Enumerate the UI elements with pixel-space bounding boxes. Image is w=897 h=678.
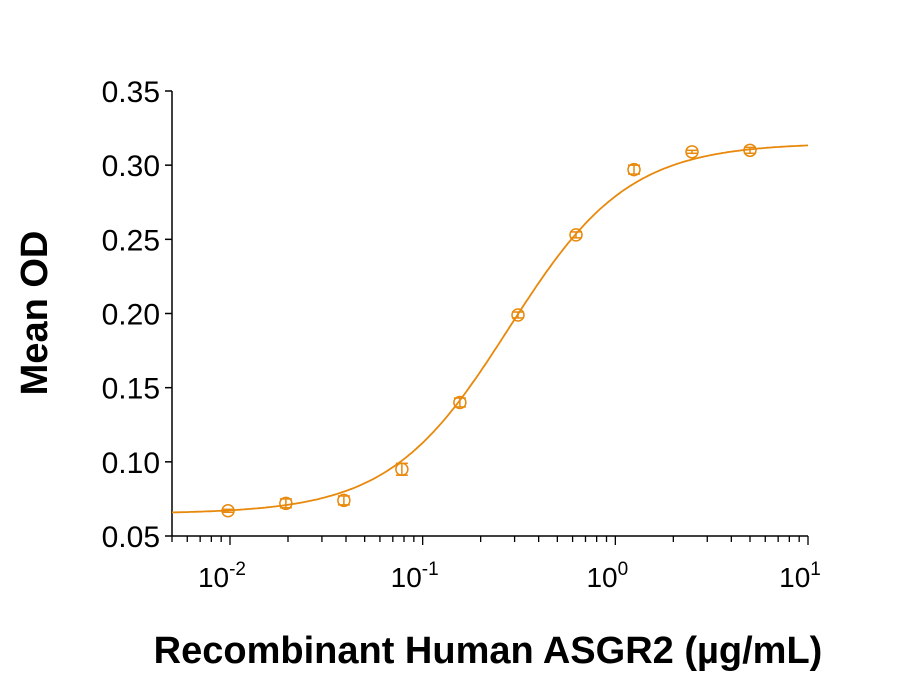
data-point — [395, 462, 409, 476]
y-axis-label: Mean OD — [14, 231, 56, 396]
point-marker — [511, 308, 525, 322]
y-tick-label: 0.10 — [102, 447, 160, 480]
x-tick-label: 10-1 — [391, 559, 439, 593]
y-tick-label: 0.20 — [102, 299, 160, 332]
point-marker — [627, 162, 641, 177]
point-marker — [569, 228, 583, 242]
y-tick-label: 0.35 — [102, 76, 160, 109]
point-marker — [743, 143, 757, 158]
x-tick-label: 100 — [586, 559, 628, 593]
point-marker — [453, 395, 467, 410]
y-tick-label: 0.05 — [102, 521, 160, 554]
data-point — [279, 496, 293, 511]
point-marker — [685, 145, 699, 159]
y-tick-label: 0.15 — [102, 373, 160, 406]
data-point — [337, 493, 351, 508]
point-marker — [337, 493, 351, 508]
y-tick-label: 0.25 — [102, 224, 160, 257]
data-point — [569, 228, 583, 242]
x-axis-label: Recombinant Human ASGR2 (µg/mL) — [154, 630, 823, 672]
data-point — [221, 504, 235, 518]
x-tick-label: 101 — [779, 559, 821, 593]
data-point — [627, 162, 641, 177]
y-tick-label: 0.30 — [102, 150, 160, 183]
point-marker — [279, 496, 293, 511]
data-point — [453, 395, 467, 410]
point-marker — [221, 504, 235, 518]
data-point — [743, 143, 757, 158]
point-marker — [395, 462, 409, 476]
x-tick-label: 10-2 — [198, 559, 246, 593]
data-point — [685, 145, 699, 159]
data-point — [511, 308, 525, 322]
fit-curve — [172, 144, 809, 514]
